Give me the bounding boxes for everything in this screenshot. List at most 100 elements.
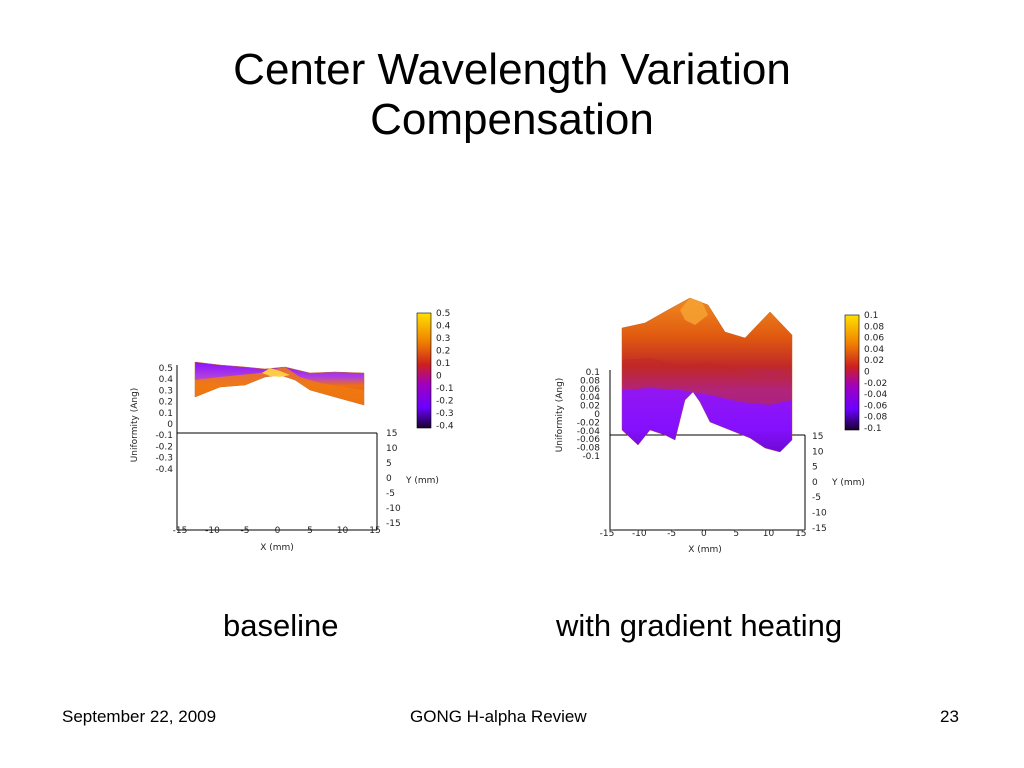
baseline-surface-plot: 0.50.40.30.20.10-0.1-0.2-0.3-0.4 -15 -10-… (130, 309, 454, 553)
colorbar-tick-label: 0 (436, 372, 442, 382)
y-tick-label: 5 (812, 463, 818, 473)
y-tick-label: 10 (812, 447, 824, 457)
caption-gradient-heating: with gradient heating (556, 608, 843, 643)
z-tick-label: 0.08 (580, 376, 600, 386)
gradient-heating-surface-peak (680, 298, 708, 325)
y-tick-label: 15 (386, 429, 397, 439)
footer-title: GONG H-alpha Review (410, 707, 587, 726)
colorbar-tick-label: 0.3 (436, 334, 450, 344)
z-tick-label: -0.1 (582, 452, 600, 462)
z-tick-label: -0.1 (155, 431, 173, 441)
z-tick-label: -0.06 (577, 435, 601, 445)
x-tick-label: -15 (600, 529, 615, 539)
x-tick-label: -5 (241, 526, 250, 536)
gradient-heating-surface-plot: 0.10.080.060.040.020-0.02-0.04-0.06-0.08… (555, 297, 888, 555)
colorbar-tick-label: -0.1 (864, 424, 882, 434)
colorbar-tick-label: 0.5 (436, 309, 450, 319)
x-tick-label: 10 (337, 526, 349, 536)
z-tick-label: -0.4 (155, 465, 173, 475)
colorbar-tick-label: 0.1 (864, 311, 878, 321)
y-tick-label: 0 (812, 478, 818, 488)
z-tick-label: 0.2 (159, 398, 173, 408)
colorbar-tick-label: -0.4 (436, 422, 454, 432)
x-axis-ticks: -15 -10 -5 0 5 10 15 (600, 529, 807, 539)
colorbar-tick-label: 0.2 (436, 347, 450, 357)
z-tick-label: 0.04 (580, 393, 600, 403)
z-tick-label: 0.5 (159, 364, 173, 374)
z-tick-label: -0.04 (577, 427, 601, 437)
y-tick-label: -5 (812, 493, 821, 503)
baseline-surface-ridge (262, 368, 290, 377)
colorbar-tick-label: -0.06 (864, 401, 888, 411)
x-axis-label: X (mm) (688, 545, 722, 555)
y-axis-label: Y (mm) (405, 476, 439, 486)
colorbar (416, 312, 432, 429)
y-tick-label: -15 (812, 524, 827, 534)
colorbar-tick-label: -0.08 (864, 413, 888, 423)
colorbar-tick-label: 0.02 (864, 356, 884, 366)
gradient-heating-surface-low-band (622, 388, 792, 452)
x-tick-label: 5 (307, 526, 313, 536)
y-tick-label: 5 (386, 459, 392, 469)
y-axis-ticks: 15 10 5 0 -5 -10 -15 (812, 432, 827, 534)
colorbar-tick-label: -0.02 (864, 379, 887, 389)
baseline-surface-front-band (195, 367, 364, 405)
x-axis-label: X (mm) (260, 543, 294, 553)
colorbar-tick-label: -0.3 (436, 409, 454, 419)
colorbar-ticks: 0.10.08 0.060.040.02 0-0.02-0.04-0.06 -0.08… (864, 311, 888, 434)
z-tick-label: 0 (167, 420, 173, 430)
gradient-heating-surface-mid-band (622, 358, 792, 405)
colorbar-tick-label: -0.1 (436, 384, 454, 394)
colorbar-tick-label: 0.4 (436, 322, 451, 332)
x-tick-label: 5 (733, 529, 739, 539)
x-tick-label: 0 (275, 526, 281, 536)
x-tick-label: 0 (701, 529, 707, 539)
x-tick-label: 15 (369, 526, 380, 536)
y-axis-label: Y (mm) (831, 478, 865, 488)
colorbar-tick-label: 0.1 (436, 359, 450, 369)
title-line-1: Center Wavelength Variation (233, 45, 791, 94)
colorbar-tick-label: -0.04 (864, 390, 888, 400)
x-axis-ticks: -15 -10 -5 0 5 10 15 (173, 526, 381, 536)
z-tick-label: 0.1 (159, 409, 173, 419)
z-tick-label: -0.02 (577, 418, 600, 428)
y-tick-label: 0 (386, 474, 392, 484)
y-tick-label: -5 (386, 489, 395, 499)
y-tick-label: -15 (386, 519, 401, 529)
colorbar (844, 314, 860, 431)
x-tick-label: -10 (205, 526, 220, 536)
y-tick-label: 10 (386, 444, 398, 454)
x-tick-label: -10 (632, 529, 647, 539)
z-tick-label: -0.08 (577, 444, 601, 454)
z-axis-label: Uniformity (Ang) (130, 388, 140, 463)
y-axis-ticks: 15 10 5 0 -5 -10 -15 (386, 429, 401, 529)
axes-frame (176, 365, 378, 531)
y-tick-label: -10 (386, 504, 401, 514)
z-tick-label: -0.2 (155, 442, 173, 452)
z-tick-label: 0.1 (586, 368, 600, 378)
colorbar-tick-label: 0.04 (864, 345, 884, 355)
x-tick-label: -15 (173, 526, 188, 536)
caption-baseline: baseline (223, 608, 339, 643)
y-tick-label: -10 (812, 509, 827, 519)
z-axis-ticks: 0.10.080.060.040.020-0.02-0.04-0.06-0.08… (577, 368, 601, 462)
y-tick-label: 15 (812, 432, 823, 442)
x-tick-label: -5 (667, 529, 676, 539)
footer-page-number: 23 (940, 707, 959, 726)
colorbar-tick-label: 0.08 (864, 322, 884, 332)
z-tick-label: 0.3 (159, 386, 173, 396)
colorbar-tick-label: 0.06 (864, 334, 884, 344)
z-tick-label: 0.4 (159, 375, 174, 385)
title-line-2: Compensation (370, 95, 654, 144)
footer-date: September 22, 2009 (62, 707, 217, 726)
x-tick-label: 10 (763, 529, 775, 539)
colorbar-tick-label: 0 (864, 368, 870, 378)
z-tick-label: -0.3 (155, 454, 173, 464)
colorbar-tick-label: -0.2 (436, 397, 454, 407)
z-tick-label: 0.06 (580, 385, 600, 395)
slide-title: Center Wavelength Variation Compensation (0, 45, 1024, 145)
z-axis-label: Uniformity (Ang) (555, 378, 565, 453)
z-axis-ticks: 0.50.40.3 0.20.10-0.1-0.2 -0.3-0.4 (155, 364, 173, 475)
z-tick-label: 0.02 (580, 402, 600, 412)
x-tick-label: 15 (795, 529, 806, 539)
